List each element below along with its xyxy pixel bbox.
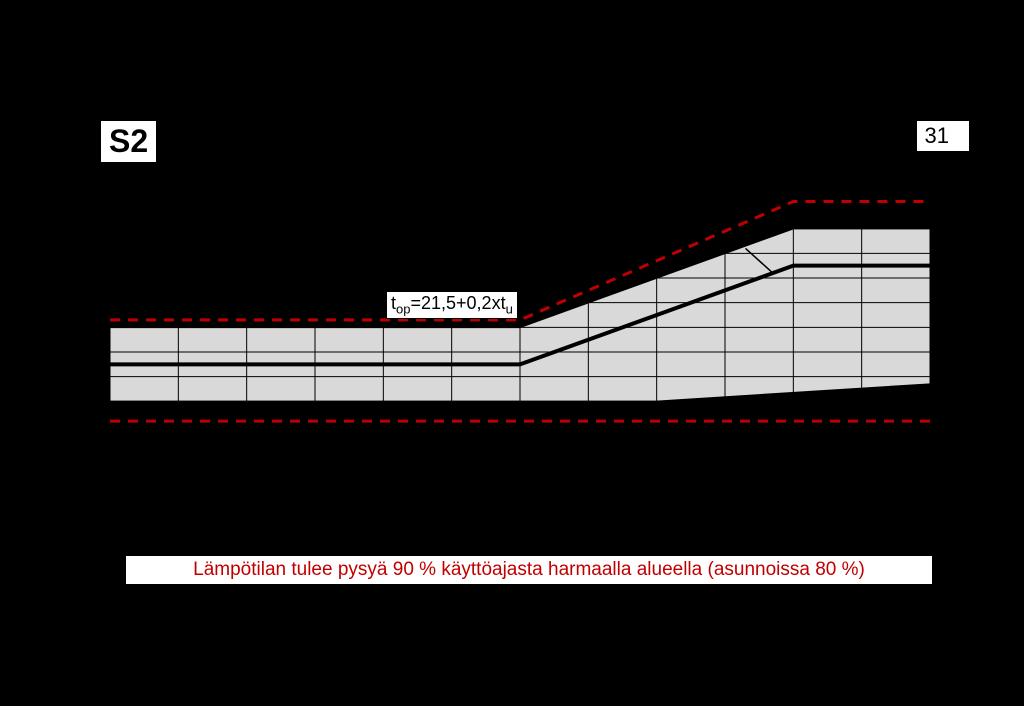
temperature-chart: [110, 130, 930, 530]
chart-svg: [110, 130, 930, 500]
formula-label: top=21,5+0,2xtu: [386, 291, 518, 319]
usage-note: Lämpötilan tulee pysyä 90 % käyttöajasta…: [125, 555, 933, 585]
